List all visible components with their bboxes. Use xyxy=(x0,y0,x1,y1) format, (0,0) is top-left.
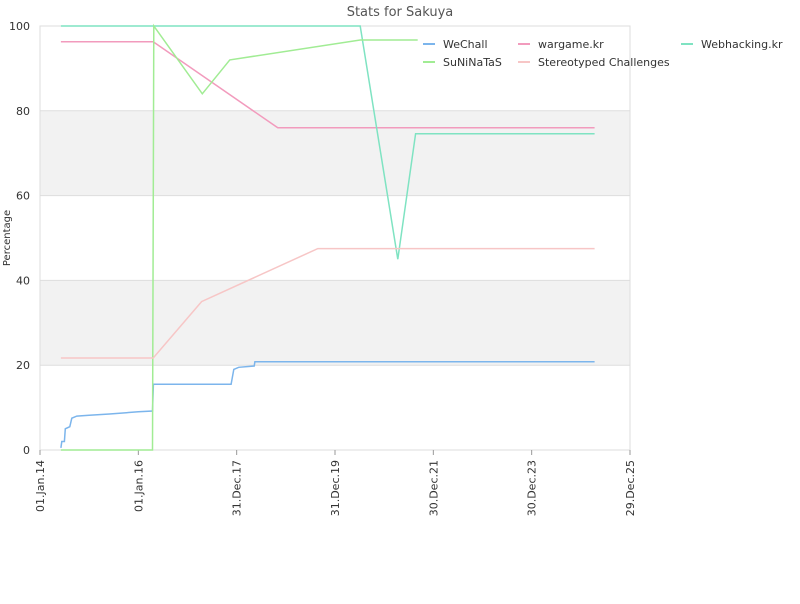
legend-label: SuNiNaTaS xyxy=(443,56,502,69)
x-tick-label: 01.Jan.16 xyxy=(132,460,145,512)
x-tick-label: 30.Dec.21 xyxy=(427,460,440,516)
x-tick-label: 31.Dec.19 xyxy=(329,460,342,516)
plot-border xyxy=(39,25,631,451)
x-tick-label: 01.Jan.14 xyxy=(34,460,47,512)
grid-band xyxy=(40,110,630,196)
series-line xyxy=(60,247,595,359)
series-line xyxy=(60,40,595,129)
legend-label: Stereotyped Challenges xyxy=(538,56,670,69)
y-tick-label: 80 xyxy=(16,105,30,118)
series-line xyxy=(60,23,418,451)
y-tick-label: 20 xyxy=(16,359,30,372)
series-line xyxy=(60,361,595,449)
chart-title: Stats for Sakuya xyxy=(347,5,454,20)
x-tick-label: 31.Dec.17 xyxy=(231,460,244,516)
legend-label: wargame.kr xyxy=(538,38,604,51)
y-tick-label: 100 xyxy=(9,20,30,33)
y-tick-label: 60 xyxy=(16,190,30,203)
series-line xyxy=(60,25,595,260)
legend-label: WeChall xyxy=(443,38,488,51)
y-tick-label: 0 xyxy=(23,444,30,457)
legend-label: Webhacking.kr xyxy=(701,38,783,51)
x-tick-label: 29.Dec.25 xyxy=(624,460,637,516)
x-tick-label: 30.Dec.23 xyxy=(526,460,539,516)
y-tick-label: 40 xyxy=(16,274,30,287)
grid-band xyxy=(40,280,630,366)
y-axis-label: Percentage xyxy=(2,210,13,266)
